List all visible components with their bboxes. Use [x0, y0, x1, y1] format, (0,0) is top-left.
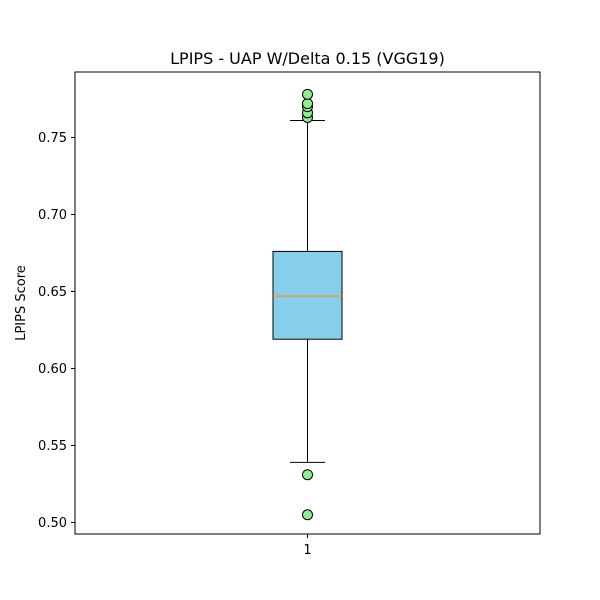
y-tick-label: 0.60 [38, 362, 67, 377]
y-tick-label: 0.55 [38, 439, 67, 454]
outlier-point [302, 469, 313, 481]
y-axis-label: LPIPS Score [14, 265, 29, 341]
plot-area: 0.50 0.55 0.60 0.65 0.70 0.75 1 [38, 71, 541, 558]
y-tick-label: 0.70 [38, 208, 67, 223]
iqr-box [272, 250, 343, 340]
outlier-point [302, 88, 313, 100]
x-tick-label: 1 [303, 543, 311, 558]
outlier-point [302, 509, 313, 521]
y-tick-label: 0.65 [38, 285, 67, 300]
chart-title: LPIPS - UAP W/Delta 0.15 (VGG19) [170, 49, 445, 68]
outlier-point [302, 98, 313, 110]
y-tick-label: 0.50 [38, 516, 67, 531]
y-tick-label: 0.75 [38, 131, 67, 146]
